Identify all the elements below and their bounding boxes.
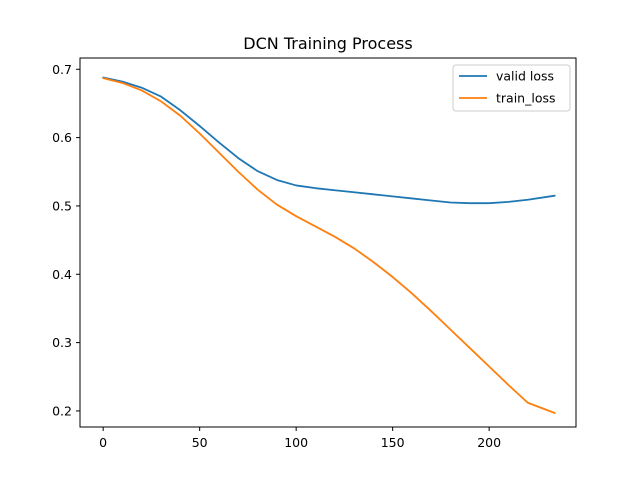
legend: valid loss train_loss bbox=[452, 64, 571, 112]
y-tick-label: 0.4 bbox=[52, 267, 72, 282]
y-tick-label: 0.3 bbox=[52, 335, 72, 350]
legend-label: train_loss bbox=[496, 91, 556, 106]
x-tick-label: 100 bbox=[284, 435, 308, 450]
x-tick-label: 50 bbox=[192, 435, 208, 450]
series-line-train-loss bbox=[102, 77, 556, 414]
y-tick-label: 0.7 bbox=[52, 62, 72, 77]
y-tick-label: 0.2 bbox=[52, 403, 72, 418]
x-tick-label: 200 bbox=[477, 435, 501, 450]
plot-frame bbox=[79, 57, 577, 428]
y-axis: 0.2 0.3 0.4 0.5 0.6 0.7 bbox=[52, 62, 80, 418]
y-tick-label: 0.5 bbox=[52, 198, 72, 213]
plot-area bbox=[80, 58, 576, 427]
x-axis: 0 50 100 150 200 bbox=[99, 427, 501, 450]
y-tick-label: 0.6 bbox=[52, 130, 72, 145]
legend-label: valid loss bbox=[496, 69, 554, 84]
series-line-valid-loss bbox=[102, 76, 556, 205]
chart-title: DCN Training Process bbox=[243, 34, 412, 53]
x-tick-label: 150 bbox=[381, 435, 405, 450]
x-tick-label: 0 bbox=[99, 435, 107, 450]
series-layer bbox=[102, 76, 556, 414]
